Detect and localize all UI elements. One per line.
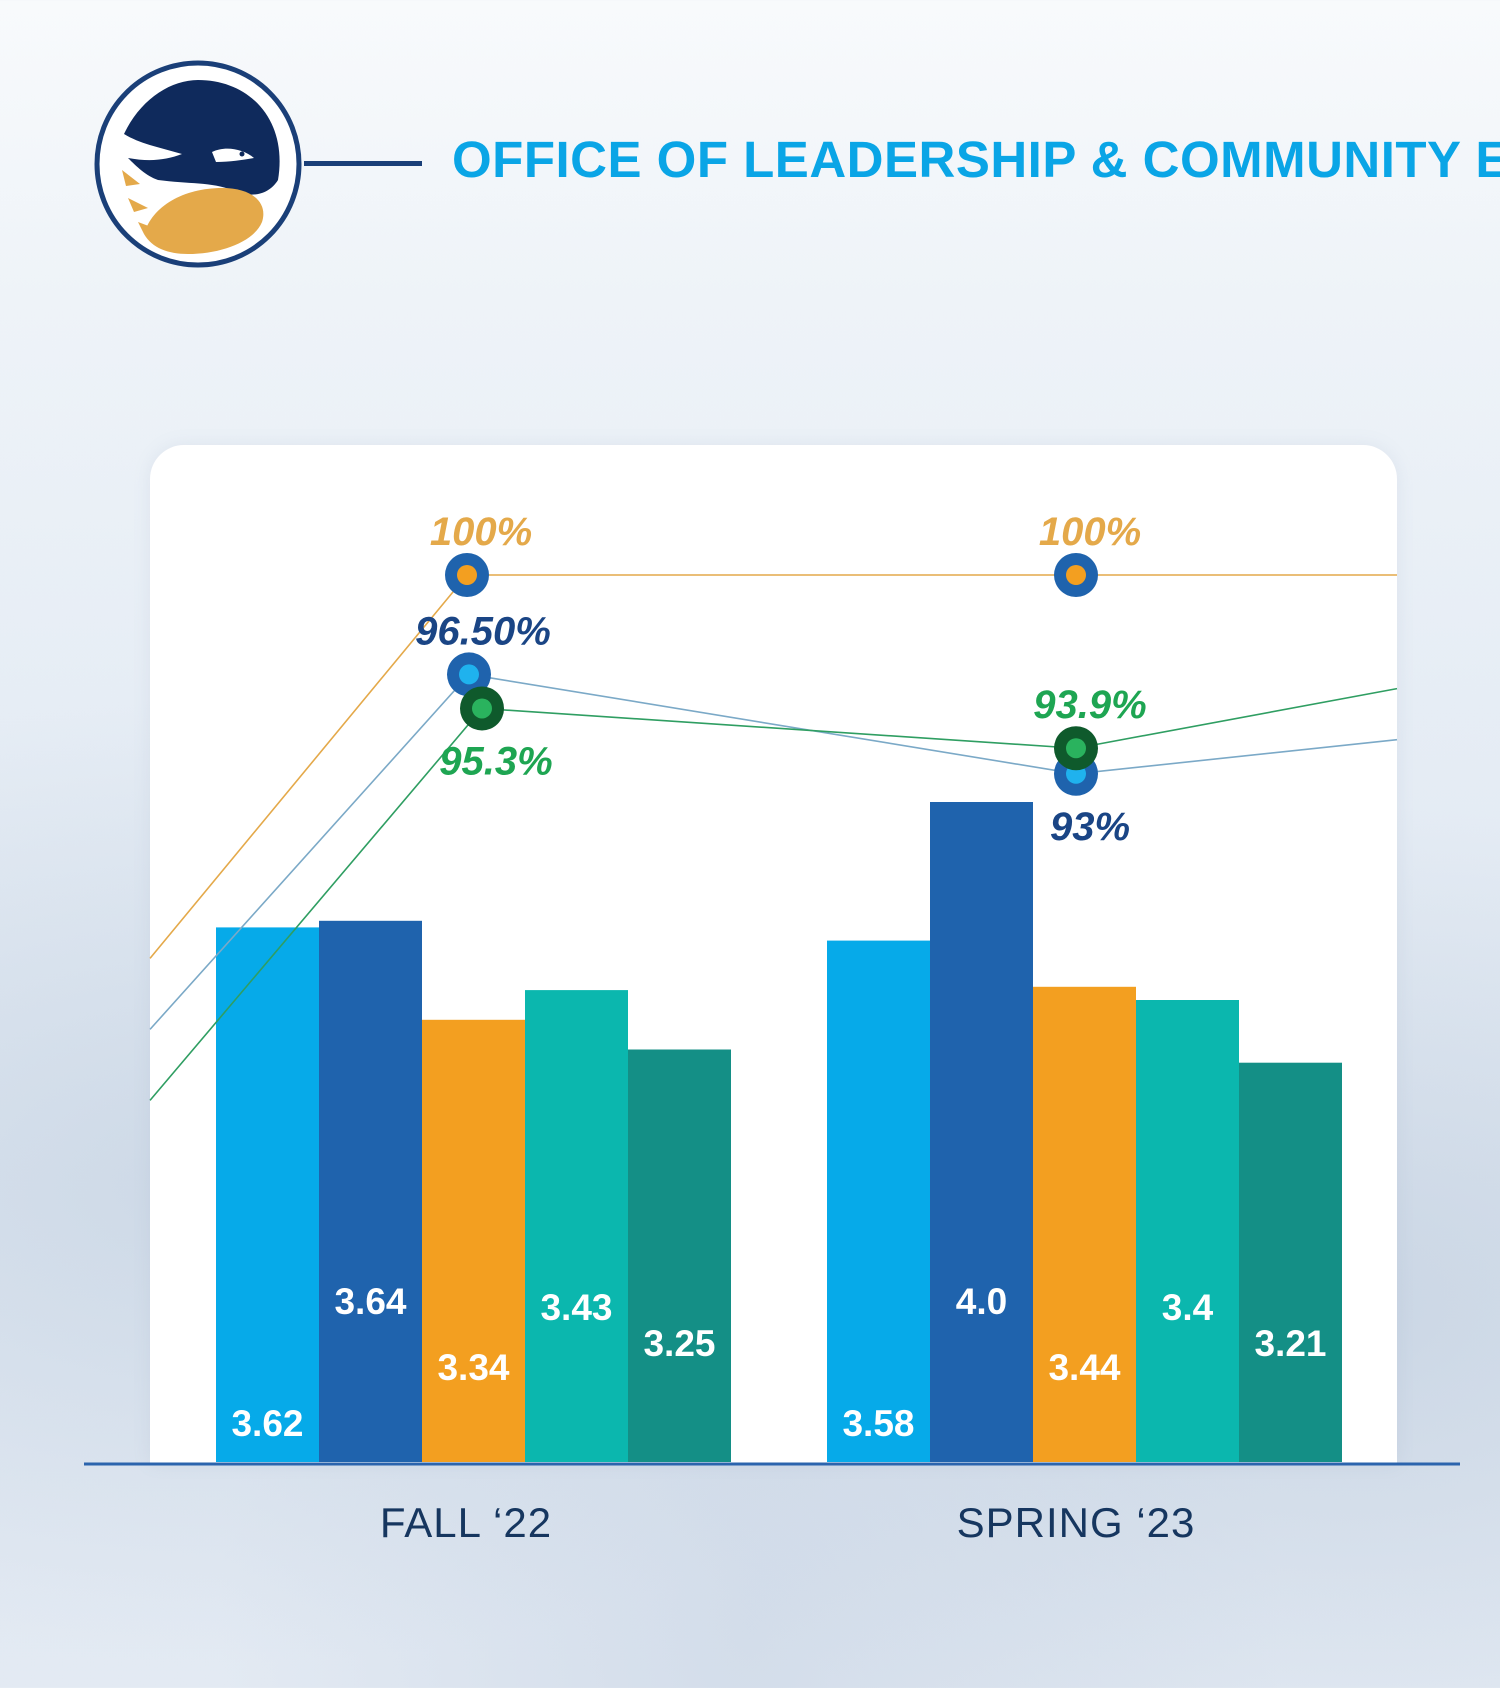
bar-series-3-cat1 bbox=[1033, 986, 1136, 1462]
bar-series-5-cat1 bbox=[1239, 1062, 1342, 1462]
bar-series-1-cat1 bbox=[827, 940, 930, 1462]
eagle-logo bbox=[92, 58, 304, 270]
bar-series-4-cat0 bbox=[525, 990, 628, 1462]
line-gold-dot-inner-1 bbox=[1066, 565, 1086, 585]
line-green-dot-inner-0 bbox=[472, 698, 492, 719]
line-gold-dot-inner-0 bbox=[457, 565, 477, 585]
lines-layer bbox=[149, 553, 1398, 1101]
bar-series-5-cat0 bbox=[628, 1049, 731, 1462]
line-blue-label-1: 93% bbox=[1050, 805, 1130, 849]
bar-label-series-1-cat1: 3.58 bbox=[842, 1403, 914, 1444]
bar-series-2-cat0 bbox=[319, 920, 422, 1462]
bar-label-series-2-cat1: 4.0 bbox=[956, 1281, 1007, 1322]
line-blue-label-0: 96.50% bbox=[415, 609, 551, 653]
page-title: OFFICE OF LEADERSHIP & COMMUNITY E bbox=[452, 131, 1500, 188]
line-green-label-1: 93.9% bbox=[1033, 683, 1146, 727]
line-green-label-0: 95.3% bbox=[439, 739, 552, 783]
labels-layer: 3.62 3.64 3.34 3.43 3.25 FALL ‘22 3.58 4.0 3.44 3… bbox=[231, 510, 1326, 1546]
bar-label-series-4-cat0: 3.43 bbox=[540, 1287, 612, 1328]
line-gold-label-0: 100% bbox=[430, 510, 532, 554]
bar-label-series-2-cat0: 3.64 bbox=[334, 1281, 406, 1322]
bar-label-series-3-cat1: 3.44 bbox=[1048, 1347, 1120, 1388]
header-connector-line bbox=[304, 161, 422, 166]
bar-series-2-cat1 bbox=[930, 802, 1033, 1462]
bar-series-4-cat1 bbox=[1136, 1000, 1239, 1462]
line-green-path bbox=[149, 687, 1398, 1101]
bar-series-1-cat0 bbox=[216, 927, 319, 1462]
bar-label-series-5-cat1: 3.21 bbox=[1254, 1323, 1326, 1364]
bars-layer bbox=[216, 802, 1342, 1462]
bar-series-3-cat0 bbox=[422, 1019, 525, 1462]
bar-label-series-3-cat0: 3.34 bbox=[437, 1347, 509, 1388]
line-blue-path bbox=[149, 673, 1398, 1030]
category-label-1: SPRING ‘23 bbox=[957, 1499, 1196, 1546]
line-blue-dot-inner-0 bbox=[459, 664, 479, 685]
bar-label-series-4-cat1: 3.4 bbox=[1162, 1287, 1214, 1328]
line-gold-path bbox=[149, 574, 1397, 959]
bar-label-series-1-cat0: 3.62 bbox=[231, 1403, 303, 1444]
line-gold-label-1: 100% bbox=[1039, 510, 1141, 554]
category-label-0: FALL ‘22 bbox=[380, 1499, 552, 1546]
line-green-dot-inner-1 bbox=[1066, 738, 1086, 759]
bar-label-series-5-cat0: 3.25 bbox=[643, 1323, 715, 1364]
